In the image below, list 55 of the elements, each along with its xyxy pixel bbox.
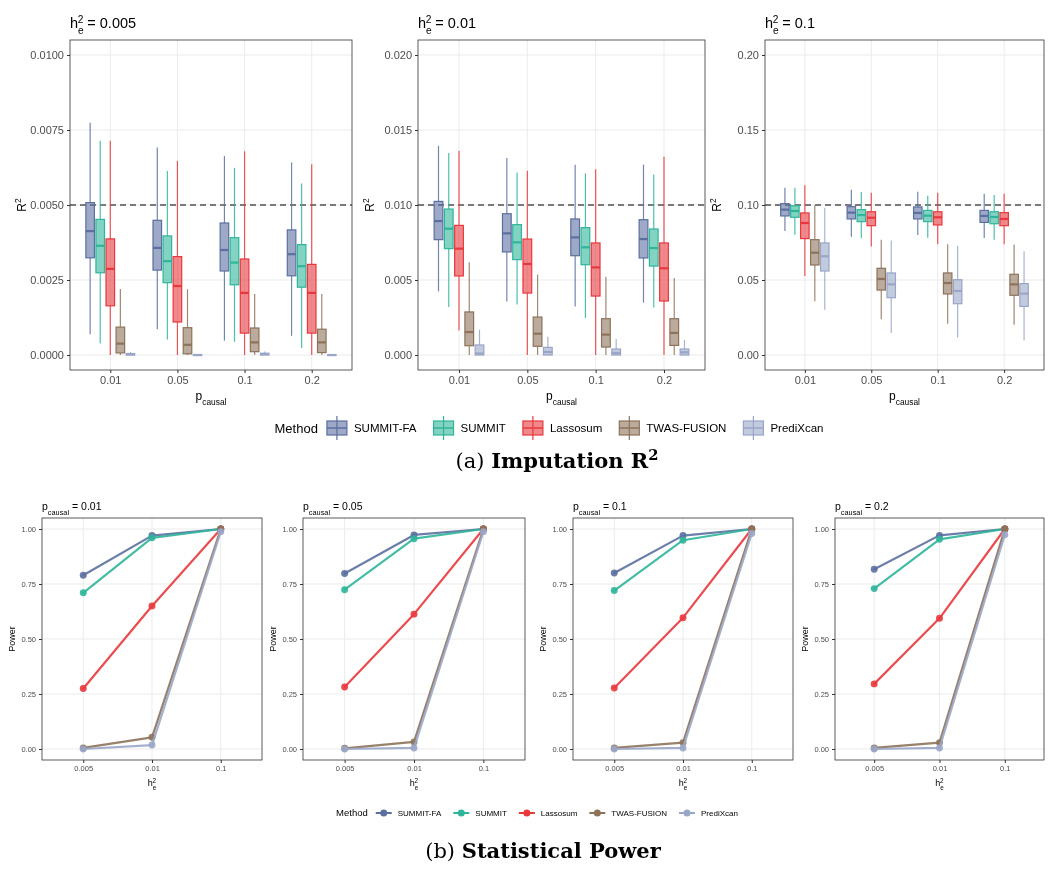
y-tick-label: 0.05 — [737, 274, 759, 287]
y-axis-title: Power — [268, 626, 278, 652]
y-axis-title: Power — [538, 626, 548, 652]
y-tick-label: 0.015 — [384, 124, 412, 137]
chart-title: h$_{e}$$^{2}$ = 0.01 — [418, 13, 477, 36]
x-axis-title: p$_{causal}$ — [889, 389, 921, 407]
x-tick-label: 0.2 — [996, 373, 1013, 386]
y-axis-title: Power — [800, 626, 810, 652]
y-tick-label: 0.20 — [737, 49, 759, 62]
chart-title: h$_{e}$$^{2}$ = 0.1 — [765, 13, 815, 36]
y-tick-label: 0.020 — [384, 49, 412, 62]
x-tick-label: 0.01 — [794, 373, 817, 386]
chart-title: p$_{causal}$ = 0.1 — [573, 500, 627, 517]
x-tick-label: 0.1 — [930, 373, 946, 386]
text: (b) Statistical Power — [425, 838, 662, 863]
y-tick-label: 0.10 — [737, 199, 759, 212]
x-tick-label: 0.05 — [517, 373, 539, 386]
y-tick-label: 0.005 — [384, 274, 412, 287]
legend-label: SUMMIT-FA — [397, 808, 442, 818]
legend-label: PrediXcan — [770, 422, 824, 435]
chart-title: h$_{e}$$^{2}$ = 0.005 — [70, 13, 137, 36]
x-axis-title: p$_{causal}$ — [195, 389, 227, 407]
x-tick-label: 0.01 — [448, 373, 471, 386]
legend-label: TWAS-FUSION — [646, 422, 727, 435]
legend-label: PrediXcan — [701, 808, 738, 818]
y-tick-label: 0.00 — [737, 349, 759, 362]
y-tick-label: 0.0000 — [30, 349, 64, 362]
legend-label: SUMMIT-FA — [353, 422, 417, 435]
y-tick-label: 0.010 — [384, 199, 412, 212]
y-tick-label: 0.0025 — [30, 274, 64, 287]
legend-label: SUMMIT — [475, 808, 507, 818]
legend-label: SUMMIT — [460, 422, 506, 435]
legend-label: Lassosum — [549, 422, 603, 435]
y-tick-label: 0.0050 — [30, 199, 64, 212]
text: (a) Imputation R$^{2}$ — [455, 445, 659, 473]
y-tick-label: 0.15 — [737, 124, 759, 137]
legend-title: Method — [336, 807, 368, 819]
y-tick-label: 0.000 — [384, 349, 412, 362]
legend-title: Method — [274, 420, 318, 436]
x-axis-title: p$_{causal}$ — [546, 389, 578, 407]
chart-title: p$_{causal}$ = 0.01 — [42, 500, 102, 517]
legend-label: Lassosum — [540, 808, 578, 818]
chart-title: p$_{causal}$ = 0.05 — [303, 500, 363, 517]
y-axis-title: Power — [7, 626, 17, 652]
x-tick-label: 0.01 — [100, 373, 122, 386]
x-tick-label: 0.1 — [588, 373, 604, 386]
legend-label: TWAS-FUSION — [611, 808, 668, 818]
chart-title: p$_{causal}$ = 0.2 — [835, 500, 889, 517]
x-tick-label: 0.1 — [237, 373, 253, 386]
x-tick-label: 0.05 — [167, 373, 189, 386]
x-tick-label: 0.05 — [861, 373, 883, 386]
x-tick-label: 0.2 — [304, 373, 320, 386]
x-tick-label: 0.2 — [656, 373, 673, 386]
y-tick-label: 0.0075 — [30, 124, 64, 137]
y-tick-label: 0.0100 — [30, 49, 64, 62]
